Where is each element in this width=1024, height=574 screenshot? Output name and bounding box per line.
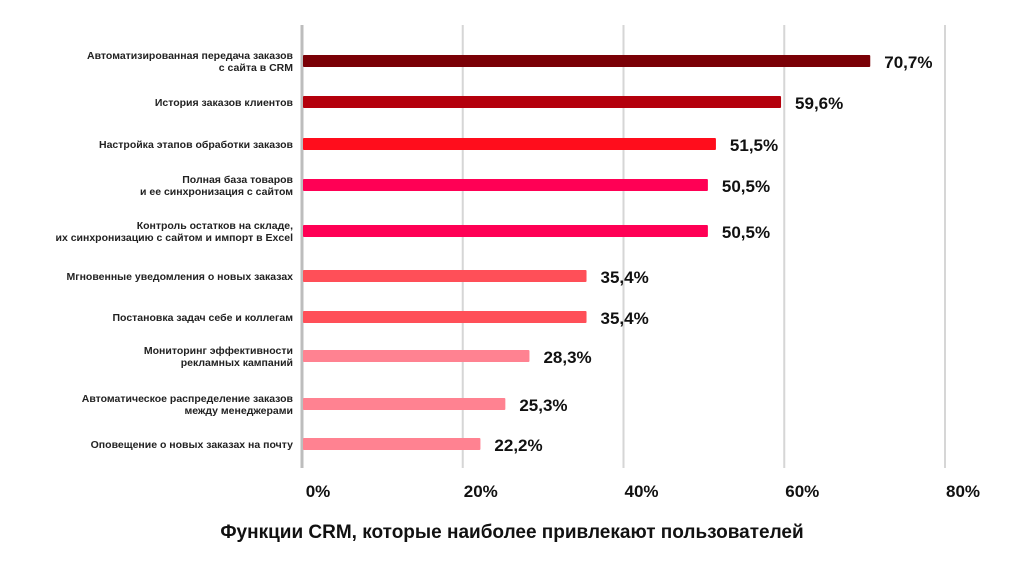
category-label: рекламных кампаний bbox=[181, 357, 293, 369]
x-tick-label: 60% bbox=[785, 482, 819, 501]
bar bbox=[303, 138, 716, 150]
bar bbox=[303, 438, 481, 450]
category-label: Постановка задач себе и коллегам bbox=[113, 312, 294, 324]
bar bbox=[303, 270, 587, 282]
x-tick-label: 80% bbox=[946, 482, 980, 501]
category-label: Мгновенные уведомления о новых заказах bbox=[66, 271, 293, 283]
category-label: Автоматическое распределение заказов bbox=[82, 393, 294, 405]
value-label: 35,4% bbox=[601, 309, 649, 328]
category-label: История заказов клиентов bbox=[155, 97, 294, 109]
value-label: 22,2% bbox=[494, 436, 542, 455]
category-label: Настройка этапов обработки заказов bbox=[99, 139, 294, 151]
value-label: 50,5% bbox=[722, 223, 770, 242]
value-label: 35,4% bbox=[601, 268, 649, 287]
bar bbox=[303, 350, 530, 362]
chart-title: Функции CRM, которые наиболее привлекают… bbox=[220, 522, 803, 543]
category-label: Оповещение о новых заказах на почту bbox=[91, 439, 294, 451]
bar bbox=[303, 55, 871, 67]
category-label: Полная база товаров bbox=[182, 174, 293, 186]
value-label: 28,3% bbox=[543, 348, 591, 367]
category-label: Автоматизированная передача заказов bbox=[87, 50, 294, 62]
category-label: с сайта в CRM bbox=[219, 62, 293, 74]
value-label: 70,7% bbox=[884, 53, 932, 72]
bar bbox=[303, 398, 506, 410]
x-tick-label: 40% bbox=[624, 482, 658, 501]
value-label: 50,5% bbox=[722, 177, 770, 196]
value-label: 59,6% bbox=[795, 94, 843, 113]
category-label: и ее синхронизация с сайтом bbox=[140, 186, 293, 198]
category-label: между менеджерами bbox=[184, 405, 293, 417]
bar bbox=[303, 225, 708, 237]
bar bbox=[303, 96, 782, 108]
category-label: Мониторинг эффективности bbox=[144, 345, 293, 357]
x-tick-label: 0% bbox=[306, 482, 331, 501]
value-label: 51,5% bbox=[730, 136, 778, 155]
category-label: их синхронизацию с сайтом и импорт в Exc… bbox=[55, 232, 293, 244]
bar bbox=[303, 311, 587, 323]
x-tick-label: 20% bbox=[464, 482, 498, 501]
value-label: 25,3% bbox=[519, 396, 567, 415]
bar bbox=[303, 179, 708, 191]
category-label: Контроль остатков на складе, bbox=[137, 220, 293, 232]
